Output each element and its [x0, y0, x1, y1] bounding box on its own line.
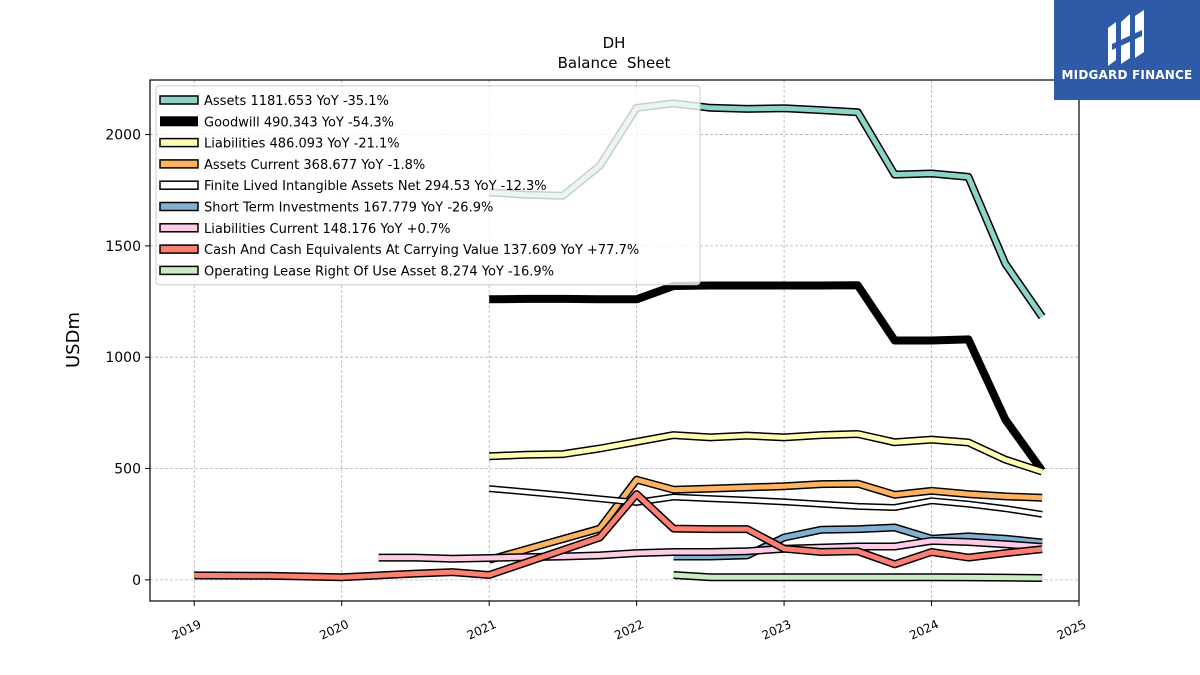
legend-swatch [159, 95, 199, 105]
legend-item: Assets 1181.653 YoY -35.1% [159, 94, 389, 109]
x-tick-label: 2020 [317, 617, 351, 643]
series-short-term-investments [673, 523, 1043, 561]
legend-swatch [159, 180, 199, 190]
series-goodwill [489, 281, 1046, 474]
x-tick-label: 2025 [1055, 617, 1089, 643]
y-axis-label: USDm [63, 312, 84, 368]
legend-swatch [160, 116, 198, 127]
legend-swatch [159, 201, 199, 212]
series-line [488, 477, 1043, 563]
series-lines [194, 99, 1046, 582]
series-line [673, 525, 1043, 559]
x-tick-label: 2022 [612, 617, 646, 643]
x-tick-label: 2021 [465, 617, 499, 643]
legend-item: Assets Current 368.677 YoY -1.8% [159, 158, 425, 173]
series-liabilities-current [378, 536, 1043, 563]
y-axis: 0 500 1000 1500 2000 [105, 128, 150, 589]
legend-item: Short Term Investments 167.779 YoY -26.9… [159, 201, 493, 216]
legend-item: Liabilities 486.093 YoY -21.1% [159, 137, 400, 152]
legend-swatch [159, 265, 199, 276]
legend-item: Goodwill 490.343 YoY -54.3% [160, 115, 394, 130]
legend-swatch [159, 137, 199, 148]
legend-swatch [159, 223, 199, 233]
series-line [378, 538, 1043, 562]
legend-label: Operating Lease Right Of Use Asset 8.274… [204, 264, 554, 279]
chart-subtitle: Balance Sheet [558, 54, 671, 72]
plot-frame [149, 79, 1080, 602]
x-axis: 2019 2020 2021 2022 2023 2024 2025 [170, 601, 1088, 643]
y-tick-label: 1500 [105, 239, 141, 255]
legend-label: Liabilities Current 148.176 YoY +0.7% [204, 222, 451, 237]
y-tick-label: 500 [114, 462, 141, 478]
midgard-logo-icon [1108, 10, 1144, 66]
x-tick-label: 2024 [907, 617, 941, 643]
legend-swatch [159, 244, 199, 254]
legend-item: Cash And Cash Equivalents At Carrying Va… [159, 243, 639, 258]
series-cash-and-cash-equivalents-at-carrying-value [194, 490, 1043, 582]
series-line [673, 572, 1043, 581]
series-line [489, 431, 1043, 474]
legend-label: Liabilities 486.093 YoY -21.1% [204, 137, 400, 152]
legend-label: Assets Current 368.677 YoY -1.8% [204, 158, 425, 173]
x-tick-label: 2023 [760, 617, 794, 643]
legend-label: Short Term Investments 167.779 YoY -26.9… [204, 201, 493, 216]
series-operating-lease-right-of-use-asset [673, 571, 1043, 582]
legend-box [155, 85, 701, 286]
legend-label: Finite Lived Intangible Assets Net 294.5… [204, 179, 547, 194]
logo-text: MIDGARD FINANCE [1061, 68, 1193, 82]
chart-title: DH [603, 34, 626, 52]
series-line [489, 281, 1046, 474]
y-tick-label: 0 [132, 573, 141, 589]
y-tick-label: 2000 [105, 128, 141, 144]
legend-item: Finite Lived Intangible Assets Net 294.5… [159, 179, 547, 194]
legend-label: Assets 1181.653 YoY -35.1% [204, 94, 389, 109]
legend-item: Operating Lease Right Of Use Asset 8.274… [159, 264, 554, 279]
legend: Assets 1181.653 YoY -35.1% Goodwill 490.3… [155, 85, 701, 286]
series-assets-current [488, 475, 1043, 564]
legend-label: Cash And Cash Equivalents At Carrying Va… [204, 243, 639, 258]
midgard-finance-logo: MIDGARD FINANCE [1054, 0, 1200, 100]
legend-swatch [159, 159, 199, 169]
legend-label: Goodwill 490.343 YoY -54.3% [204, 115, 394, 130]
y-tick-label: 1000 [105, 350, 141, 366]
series-line [194, 491, 1043, 580]
legend-item: Liabilities Current 148.176 YoY +0.7% [159, 222, 451, 237]
x-tick-label: 2019 [170, 617, 204, 643]
series-liabilities [489, 430, 1044, 476]
